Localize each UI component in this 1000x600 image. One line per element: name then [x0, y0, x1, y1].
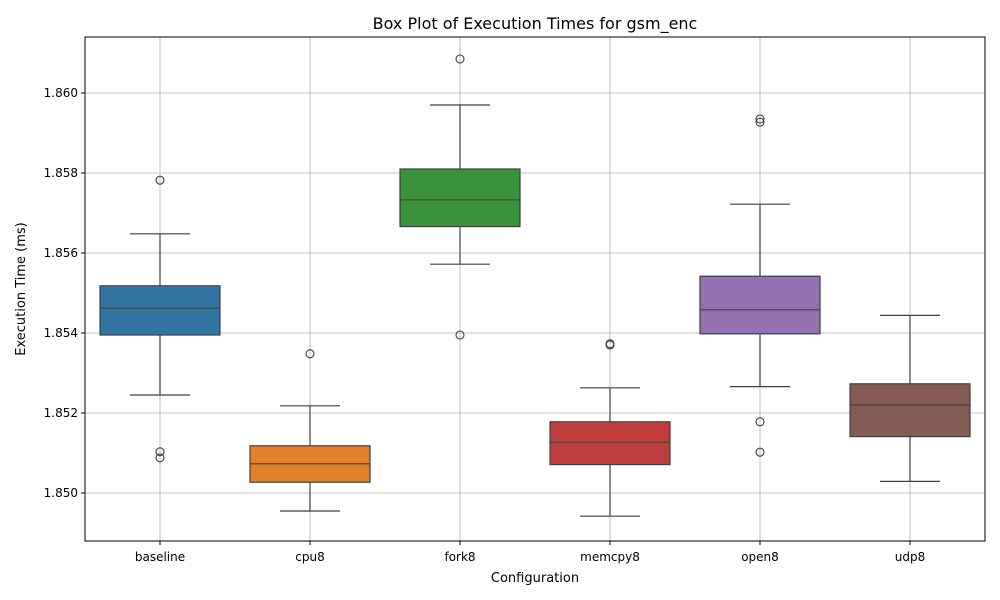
plot-area-border: [84, 36, 986, 542]
box-layer: [99, 54, 971, 517]
box-udp8: [849, 383, 971, 438]
y-tick-label: 1.852: [44, 406, 78, 420]
box-fork8: [399, 168, 521, 228]
x-tick-label: memcpy8: [580, 550, 640, 564]
box-group-baseline: [99, 175, 221, 463]
box-group-memcpy8: [549, 339, 671, 517]
x-tick-label: udp8: [895, 550, 925, 564]
tick-layer: 1.850 1.852 1.854 1.856 1.858 1.860 baseline cp…: [44, 86, 926, 564]
box-group-fork8: [399, 54, 521, 340]
y-tick-label: 1.856: [44, 246, 78, 260]
y-tick-label: 1.860: [44, 86, 78, 100]
outlier-point: [305, 349, 315, 359]
y-tick-label: 1.854: [44, 326, 78, 340]
x-tick-label: fork8: [444, 550, 475, 564]
x-tick-label: baseline: [135, 550, 185, 564]
chart-title: Box Plot of Execution Times for gsm_enc: [373, 14, 698, 34]
outlier-point: [155, 175, 165, 185]
outlier-point: [755, 117, 765, 127]
outlier-point: [755, 417, 765, 427]
outlier-point: [155, 453, 165, 463]
y-tick-label: 1.858: [44, 166, 78, 180]
box-group-cpu8: [249, 349, 371, 512]
box-group-open8: [699, 114, 821, 457]
box-group-udp8: [849, 314, 971, 482]
box-open8: [699, 275, 821, 335]
y-axis-label: Execution Time (ms): [14, 222, 29, 355]
box-baseline: [99, 285, 221, 336]
x-axis-label: Configuration: [491, 571, 579, 586]
outlier-point: [605, 340, 615, 350]
x-tick-label: cpu8: [295, 550, 324, 564]
y-tick-label: 1.850: [44, 486, 78, 500]
outlier-point: [755, 114, 765, 124]
outlier-point: [455, 330, 465, 340]
outlier-point: [755, 447, 765, 457]
outlier-point: [455, 54, 465, 64]
outlier-point: [155, 447, 165, 457]
box-memcpy8: [549, 421, 671, 466]
x-tick-label: open8: [741, 550, 779, 564]
